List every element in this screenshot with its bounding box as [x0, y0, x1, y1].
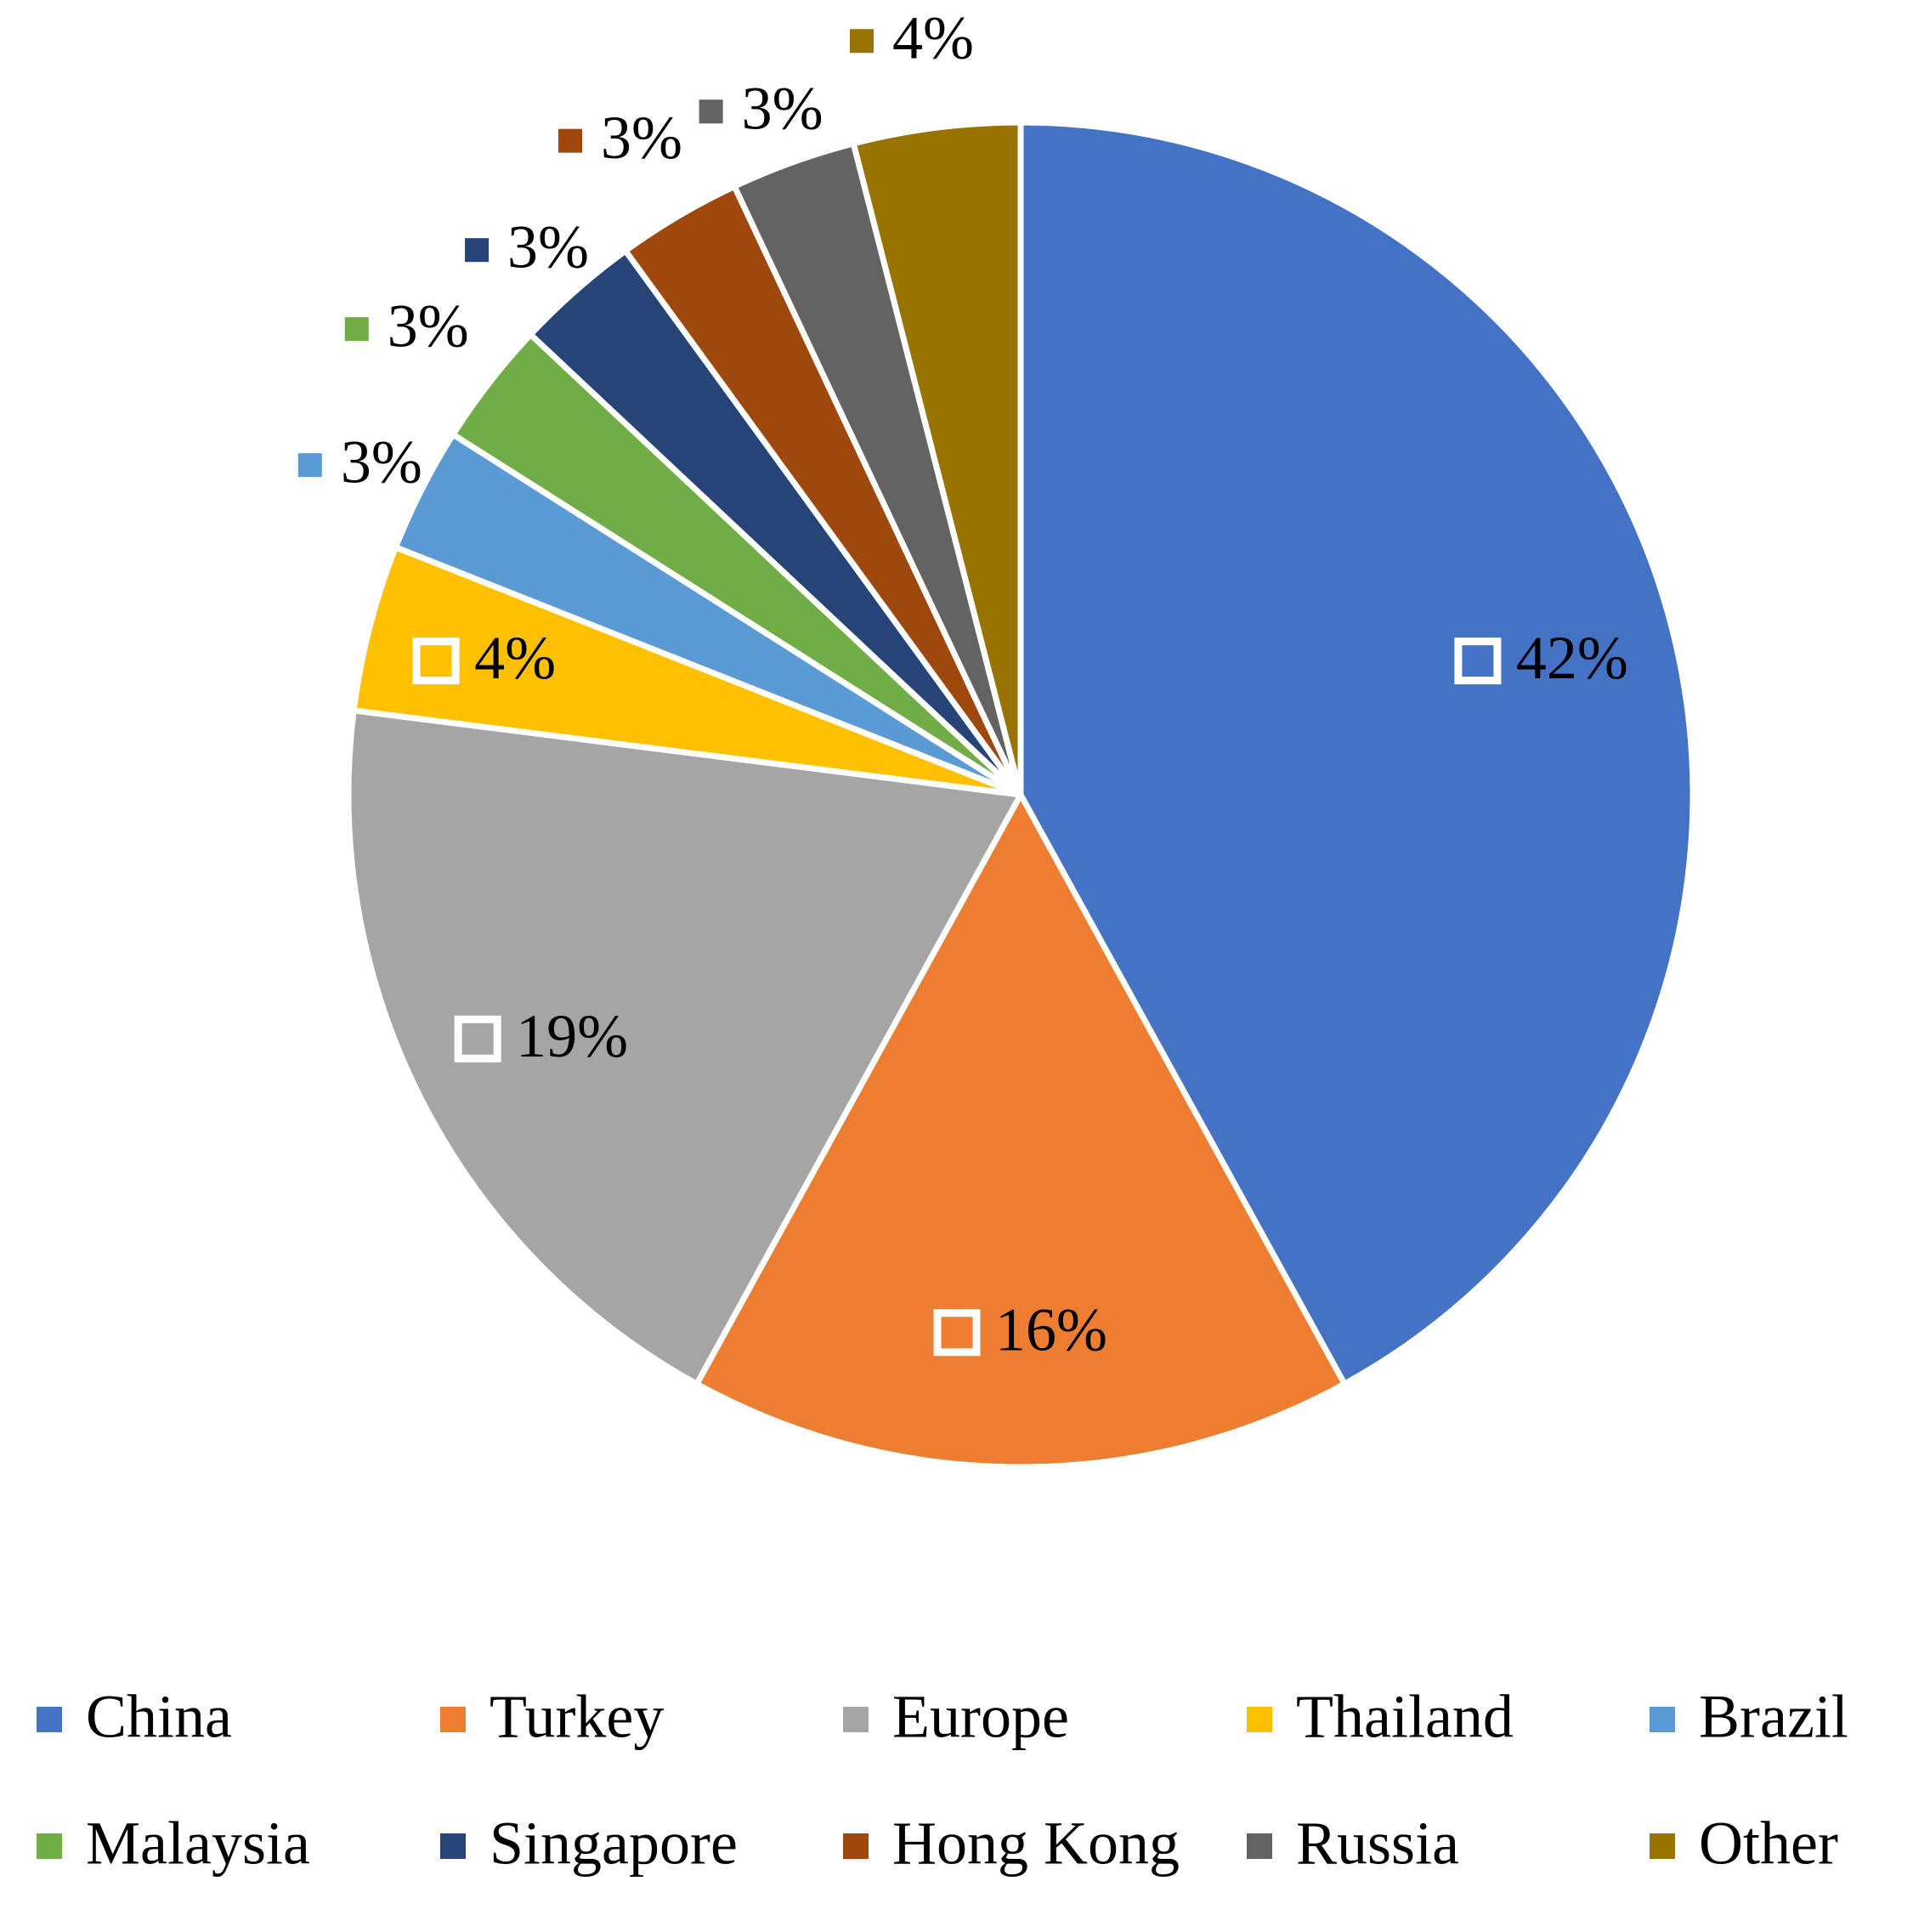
data-label: 4%: [892, 4, 974, 72]
label-marker: [933, 1309, 981, 1357]
data-label: 19%: [516, 1002, 628, 1070]
pie-slice: [1017, 119, 1696, 1387]
label-marker: [1454, 637, 1502, 685]
legend-swatch: [843, 1833, 869, 1859]
legend-label: Turkey: [490, 1683, 664, 1751]
pie-slice: [350, 544, 1024, 798]
pie-slice: [693, 791, 1348, 1470]
legend-swatch: [843, 1707, 869, 1732]
legend-swatch: [37, 1833, 62, 1859]
legend-label: Other: [1699, 1810, 1838, 1878]
label-marker: [465, 238, 490, 263]
legend-label: Singapore: [490, 1810, 738, 1878]
label-marker: [412, 637, 460, 685]
legend-swatch: [440, 1833, 466, 1859]
label-marker: [297, 453, 322, 478]
legend-label: Brazil: [1699, 1683, 1848, 1751]
pie-slice: [850, 119, 1024, 798]
data-label: 3%: [507, 213, 589, 281]
legend-swatch: [1247, 1707, 1272, 1732]
data-label: 42%: [1516, 624, 1628, 692]
label-marker: [344, 317, 369, 342]
legend-label: China: [86, 1683, 232, 1751]
legend-swatch: [1650, 1707, 1675, 1732]
data-label: 3%: [742, 75, 823, 143]
label-marker: [454, 1015, 501, 1062]
legend-label: Russia: [1296, 1810, 1459, 1878]
data-label: 3%: [388, 292, 469, 360]
legend-swatch: [37, 1707, 62, 1732]
label-marker: [699, 99, 723, 124]
data-label: 3%: [601, 104, 682, 172]
legend-label: Malaysia: [86, 1810, 310, 1878]
pie-slice: [345, 707, 1024, 1387]
label-marker: [849, 29, 874, 54]
legend-swatch: [1650, 1833, 1675, 1859]
legend-label: Europe: [892, 1683, 1069, 1751]
data-label: 16%: [995, 1295, 1107, 1363]
label-marker: [558, 128, 583, 153]
legend-swatch: [440, 1707, 466, 1732]
data-label: 3%: [341, 428, 422, 496]
legend-swatch: [1247, 1833, 1272, 1859]
legend-label: Hong Kong: [892, 1810, 1180, 1878]
data-label: 4%: [474, 624, 556, 692]
legend-label: Thailand: [1296, 1683, 1514, 1751]
